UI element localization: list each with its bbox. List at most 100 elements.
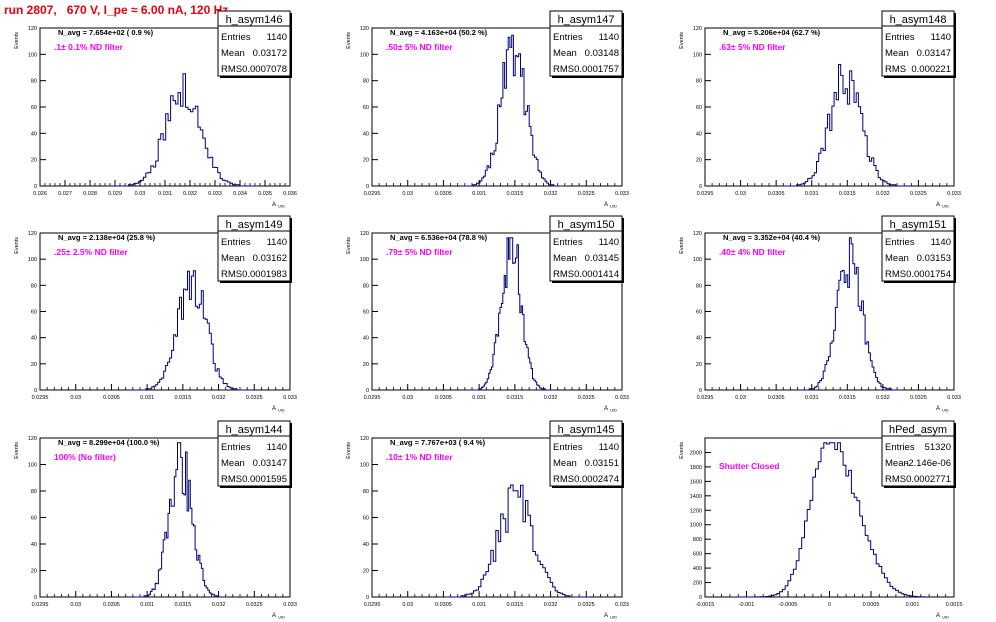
y-tick-label: 600 — [693, 552, 702, 558]
x-tick-label: 0.033 — [615, 191, 629, 197]
y-tick-label: 20 — [31, 569, 37, 575]
x-tick-label: 0.0005 — [863, 602, 880, 608]
y-tick-label: 120 — [360, 436, 369, 442]
x-axis-title: A UID — [936, 613, 949, 620]
stats-value: 1140 — [599, 237, 619, 248]
histogram-panel-h_asym144: 0 20 40 60 80 100 120 0.0295 0.03 0.0305 0.031 0.03… — [14, 420, 297, 620]
histogram-panel-h_asym148: 0 20 40 60 80 100 120 0.0295 0.03 0.0305 0.031 0.03… — [679, 10, 961, 209]
y-tick-label: 80 — [363, 489, 369, 495]
x-tick-label: 0.0305 — [435, 395, 452, 401]
y-tick-label: 120 — [28, 26, 37, 32]
x-tick-label: 0.032 — [212, 602, 226, 608]
x-tick-label: 0.0315 — [506, 191, 523, 197]
x-tick-label: 0.0325 — [246, 602, 263, 608]
x-tick-label: -0.0015 — [696, 602, 715, 608]
x-tick-label: 0.027 — [58, 191, 72, 197]
y-tick-label: 1800 — [690, 465, 702, 471]
histogram-line — [441, 484, 590, 598]
navg-label: N_avg = 5.206e+04 (62.7 %) — [723, 28, 821, 37]
x-tick-label: 0.033 — [947, 395, 961, 401]
x-tick-label: 0.031 — [472, 191, 486, 197]
stats-shadow — [954, 218, 956, 283]
y-tick-label: 1000 — [690, 523, 702, 529]
y-tick-label: 120 — [28, 231, 37, 237]
x-tick-label: 0.0295 — [697, 191, 714, 197]
x-tick-label: 0.0325 — [578, 191, 595, 197]
stats-box — [217, 10, 291, 77]
y-tick-label: 120 — [360, 26, 369, 32]
stats-shadow — [220, 76, 292, 78]
x-tick-label: 0.028 — [83, 191, 97, 197]
x-tick-label: 0.031 — [805, 395, 819, 401]
stats-value: 0.03151 — [585, 458, 619, 469]
y-tick-label: 80 — [363, 283, 369, 289]
y-tick-label: 80 — [31, 489, 37, 495]
y-tick-label: 100 — [28, 257, 37, 263]
y-tick-label: 60 — [696, 310, 702, 316]
y-tick-label: 1600 — [690, 479, 702, 485]
y-tick-label: 100 — [693, 52, 702, 58]
y-tick-label: 20 — [696, 158, 702, 164]
x-axis-title: A UID — [604, 406, 617, 413]
y-tick-label: 40 — [363, 336, 369, 342]
stats-label: Entries — [553, 237, 583, 248]
y-axis-title: Events — [346, 32, 352, 49]
y-tick-label: 60 — [31, 310, 37, 316]
y-tick-label: 100 — [28, 463, 37, 469]
stats-value: 0.0001757 — [574, 64, 619, 75]
stats-value: 0.0001595 — [242, 474, 287, 485]
y-axis-title: Events — [14, 237, 20, 254]
x-tick-label: 0.036 — [283, 191, 297, 197]
stats-value: -2.146e-06 — [905, 458, 951, 469]
y-tick-label: 20 — [696, 362, 702, 368]
x-tick-label: 0.031 — [140, 395, 154, 401]
y-tick-label: 20 — [363, 569, 369, 575]
navg-label: N_avg = 6.536e+04 (78.8 %) — [390, 233, 488, 242]
x-tick-label: 0.0325 — [910, 395, 927, 401]
stats-value: 51320 — [925, 442, 951, 453]
x-tick-label: 0.0325 — [246, 395, 263, 401]
navg-label: N_avg = 2.138e+04 (25.8 %) — [58, 233, 156, 242]
x-tick-label: 0.0315 — [506, 602, 523, 608]
stats-value: 0.03145 — [585, 253, 619, 264]
filter-annotation: .63± 5% ND filter — [719, 42, 786, 52]
stats-label: Mean — [221, 458, 245, 469]
y-tick-label: 20 — [363, 158, 369, 164]
x-tick-label: 0.031 — [158, 191, 172, 197]
navg-label: N_avg = 4.163e+04 (50.2 %) — [390, 28, 488, 37]
stats-label: Entries — [221, 237, 251, 248]
stats-label: Entries — [553, 32, 583, 43]
stats-shadow — [622, 218, 624, 283]
histogram-line — [779, 64, 912, 187]
y-tick-label: 40 — [363, 131, 369, 137]
histogram-line — [460, 34, 567, 187]
stats-shadow — [884, 76, 956, 78]
x-tick-label: 0.0015 — [946, 602, 963, 608]
x-axis-title: A UID — [272, 406, 285, 413]
x-tick-label: 0.03 — [70, 395, 81, 401]
y-tick-label: 120 — [360, 231, 369, 237]
x-tick-label: 0.031 — [472, 602, 486, 608]
stats-value: 1140 — [267, 237, 287, 248]
stats-value: 0.03147 — [253, 458, 287, 469]
stats-label: Entries — [221, 32, 251, 43]
stats-label: RMS — [221, 474, 242, 485]
y-axis-title: Events — [14, 442, 20, 459]
x-tick-label: 0.033 — [283, 395, 297, 401]
y-tick-label: 100 — [28, 52, 37, 58]
stats-label: Entries — [885, 237, 915, 248]
x-tick-label: 0.033 — [615, 602, 629, 608]
histogram-panel-hPed_asym: 0 200 400 600 800 1000 1200 1400 1600 1800 2000 -0.… — [679, 420, 963, 620]
stats-title: hPed_asym — [889, 424, 947, 436]
y-tick-label: 40 — [31, 336, 37, 342]
stats-box — [881, 10, 955, 77]
y-tick-label: 20 — [363, 362, 369, 368]
x-tick-label: 0.032 — [544, 602, 558, 608]
y-tick-label: 0 — [699, 388, 702, 394]
stats-value: 0.000221 — [911, 64, 951, 75]
y-tick-label: 40 — [31, 542, 37, 548]
y-tick-label: 0 — [366, 184, 369, 190]
stats-shadow — [290, 423, 292, 488]
stats-shadow — [954, 13, 956, 78]
x-tick-label: 0.0305 — [768, 191, 785, 197]
